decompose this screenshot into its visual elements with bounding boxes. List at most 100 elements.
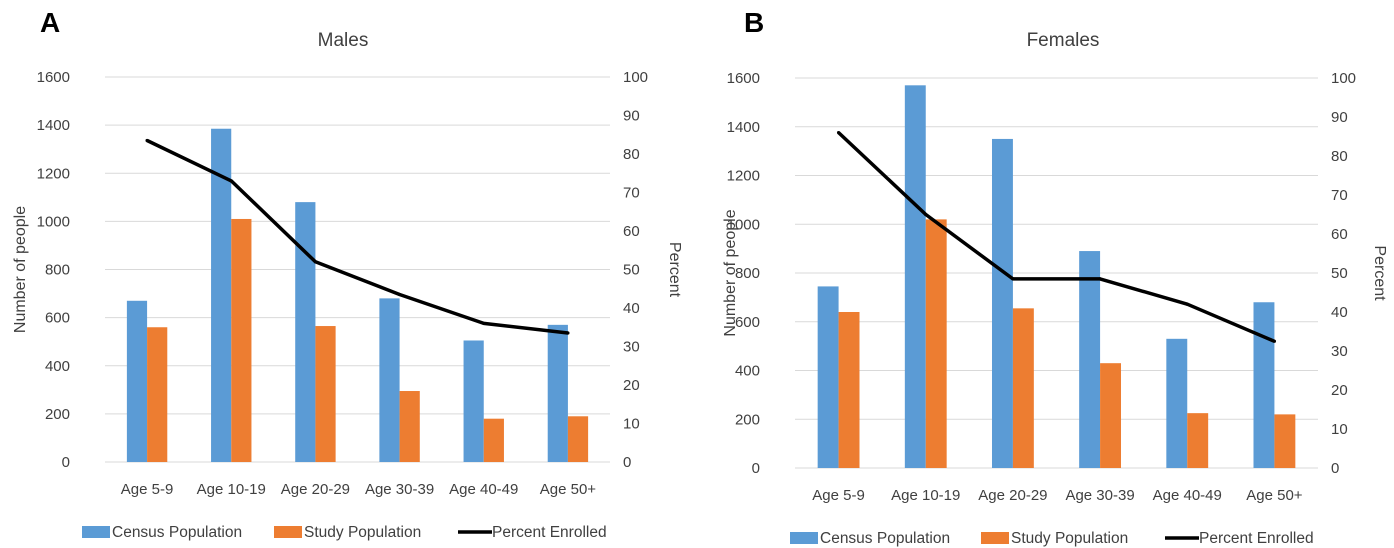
chart-panel-males: A Males 0 200 400 600 800 1000 1200 1400 1600 0 10 20… <box>12 7 683 541</box>
bar-census-population <box>295 202 316 462</box>
bar-study-population <box>231 218 252 462</box>
y-tick-label: 1000 <box>37 213 70 230</box>
bar-census-population <box>817 286 839 468</box>
x-tick-label: Age 40-49 <box>449 481 518 498</box>
percent-enrolled-line <box>146 138 569 335</box>
percent-enrolled-point <box>482 321 486 325</box>
y2-tick-label: 100 <box>1331 70 1356 87</box>
x-tick-label: Age 10-19 <box>891 487 960 504</box>
panel-letter: A <box>40 7 60 38</box>
bar-study-population <box>147 327 168 462</box>
percent-enrolled-line <box>837 131 1276 343</box>
bar-study-population <box>567 416 589 462</box>
x-tick-label: Age 5-9 <box>812 487 865 504</box>
y2-tick-label: 10 <box>623 416 640 433</box>
x-tick-label: Age 50+ <box>540 481 597 498</box>
y-tick-label: 400 <box>735 363 760 380</box>
percent-enrolled-point <box>836 131 841 135</box>
x-tick-label: Age 20-29 <box>978 487 1047 504</box>
percent-enrolled-point <box>1185 302 1189 306</box>
percent-enrolled-point <box>229 179 233 183</box>
y-tick-label: 400 <box>45 358 70 375</box>
bar-study-population <box>1187 413 1209 468</box>
y-tick-label: 800 <box>45 262 70 279</box>
chart-title: Males <box>318 30 369 51</box>
legend-label: Study Population <box>304 524 421 541</box>
y2-tick-label: 20 <box>623 377 640 394</box>
y2-tick-label: 90 <box>1331 109 1348 126</box>
percent-enrolled-point <box>313 260 318 264</box>
y2-tick-label: 0 <box>1331 460 1339 477</box>
panel-letter: B <box>744 7 764 38</box>
y-tick-label: 0 <box>62 454 70 471</box>
y2-tick-label: 70 <box>623 185 640 202</box>
y2-tick-label: 30 <box>1331 343 1348 360</box>
legend-label: Percent Enrolled <box>492 524 607 541</box>
percent-enrolled-point <box>145 138 149 143</box>
bar-census-population <box>463 340 484 462</box>
y2-tick-label: 100 <box>623 69 648 86</box>
percent-enrolled-point <box>1272 339 1277 343</box>
y2-tick-label: 0 <box>623 454 631 471</box>
bar-study-population <box>1274 414 1296 468</box>
y2-tick-label: 10 <box>1331 421 1348 438</box>
y2-axis-title: Percent <box>666 242 683 298</box>
legend-swatch <box>82 526 110 538</box>
y-tick-label: 1400 <box>727 119 760 136</box>
percent-enrolled-point <box>566 331 570 335</box>
y-tick-label: 1400 <box>37 117 70 134</box>
y-axis-title: Number of people <box>722 209 739 336</box>
legend-label: Census Population <box>820 530 950 547</box>
y2-tick-label: 80 <box>1331 148 1348 165</box>
y-tick-label: 600 <box>45 310 70 327</box>
y-tick-label: 200 <box>735 411 760 428</box>
x-tick-label: Age 50+ <box>1246 487 1303 504</box>
bar-study-population <box>315 326 336 462</box>
percent-enrolled-point <box>397 292 402 297</box>
chart-panel-females: B Females 0 200 400 600 800 1000 1200 1400 1600 0 10… <box>722 7 1388 547</box>
legend-label: Study Population <box>1011 530 1128 547</box>
bar-study-population <box>483 418 504 462</box>
y2-tick-label: 50 <box>623 262 640 279</box>
x-tick-label: Age 40-49 <box>1153 487 1222 504</box>
y2-tick-label: 40 <box>1331 304 1348 321</box>
y2-tick-label: 40 <box>623 300 640 317</box>
legend-swatch <box>981 532 1009 544</box>
y-axis-title: Number of people <box>12 206 29 333</box>
y-tick-label: 0 <box>752 460 760 477</box>
bar-study-population <box>1100 363 1122 468</box>
bar-census-population <box>1079 251 1101 468</box>
y2-tick-label: 90 <box>623 108 640 125</box>
legend-label: Percent Enrolled <box>1199 530 1314 547</box>
x-tick-label: Age 30-39 <box>365 481 434 498</box>
y-tick-label: 1200 <box>727 168 760 185</box>
y-tick-label: 1200 <box>37 165 70 182</box>
x-tick-label: Age 20-29 <box>281 481 350 498</box>
y-tick-label: 1000 <box>727 216 760 233</box>
bar-census-population <box>1166 338 1188 468</box>
y2-tick-label: 60 <box>623 223 640 240</box>
y2-tick-label: 60 <box>1331 226 1348 243</box>
y2-tick-label: 30 <box>623 339 640 356</box>
bar-census-population <box>991 138 1013 468</box>
y-tick-label: 1600 <box>37 69 70 86</box>
percent-enrolled-point <box>1011 277 1015 281</box>
x-tick-label: Age 30-39 <box>1065 487 1134 504</box>
y-tick-label: 1600 <box>727 70 760 87</box>
chart-title: Females <box>1027 30 1100 51</box>
bar-census-population <box>904 85 926 468</box>
bar-census-population <box>1253 302 1275 468</box>
percent-enrolled-point <box>1098 277 1102 281</box>
legend-swatch <box>790 532 818 544</box>
y2-tick-label: 20 <box>1331 382 1348 399</box>
y-tick-label: 200 <box>45 406 70 423</box>
bar-study-population <box>1012 308 1034 468</box>
bar-study-population <box>838 312 860 468</box>
y-tick-label: 800 <box>735 265 760 282</box>
legend-swatch <box>274 526 302 538</box>
y2-tick-label: 70 <box>1331 187 1348 204</box>
y2-axis-title: Percent <box>1371 245 1388 301</box>
y-tick-label: 600 <box>735 314 760 331</box>
bar-study-population <box>925 219 947 468</box>
